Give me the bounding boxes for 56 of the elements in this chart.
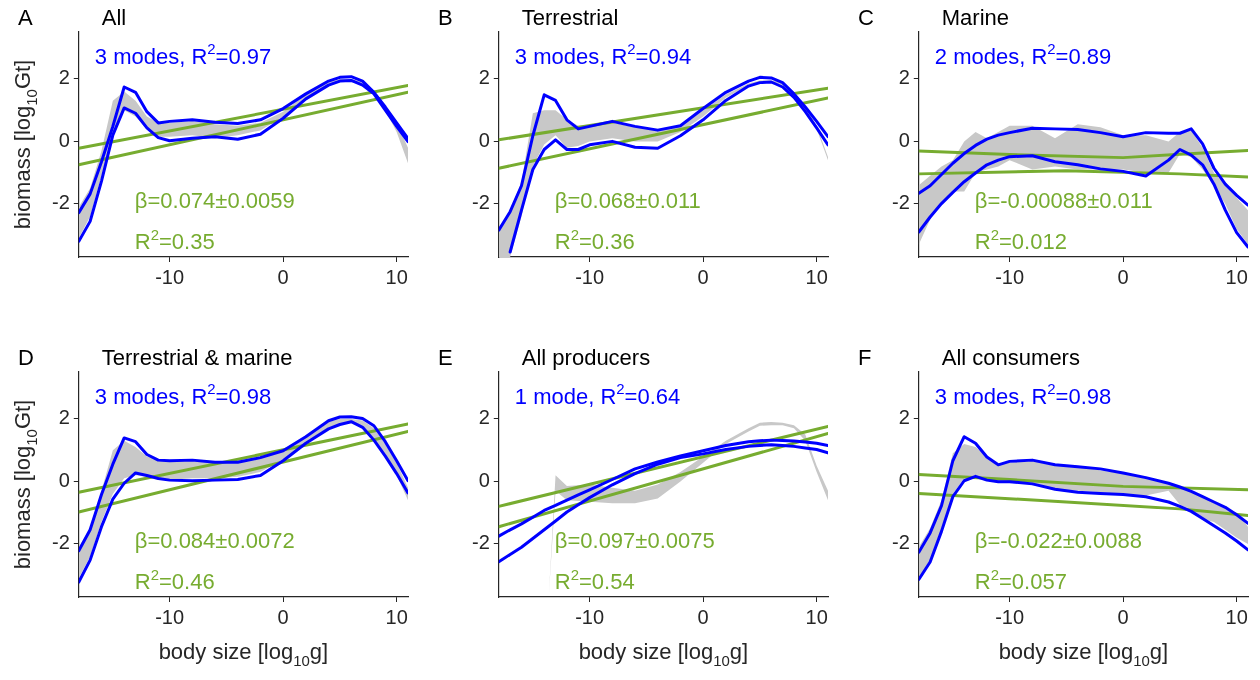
- x-tick-label: 0: [277, 605, 289, 628]
- chart-title: Marine: [941, 5, 1010, 30]
- x-tick-label: -10: [155, 605, 185, 628]
- y-tick-label: 2: [58, 66, 70, 89]
- x-tick-label: -10: [575, 605, 605, 628]
- x-tick-label: 10: [805, 265, 828, 288]
- y-tick-label: 2: [58, 406, 70, 429]
- y-tick-label: -2: [51, 531, 70, 554]
- x-tick-label: 0: [1117, 605, 1129, 628]
- annotation: β=0.068±0.011: [554, 187, 701, 213]
- chart-title: All: [101, 5, 127, 30]
- annotation: β=-0.00088±0.011: [974, 187, 1153, 213]
- x-tick-label: -10: [995, 265, 1025, 288]
- chart-title: All consumers: [941, 345, 1080, 370]
- x-tick-label: -10: [155, 265, 185, 288]
- chart-title: Terrestrial: [521, 5, 619, 30]
- y-tick-label: -2: [891, 191, 910, 214]
- y-tick-label: 0: [478, 468, 490, 491]
- x-tick-label: -10: [575, 265, 605, 288]
- y-tick-label: 0: [58, 128, 70, 151]
- y-tick-label: 2: [478, 66, 490, 89]
- x-tick-label: 10: [385, 265, 408, 288]
- text: E: [438, 345, 453, 370]
- y-axis-title: biomass [log10Gt]: [10, 59, 40, 230]
- x-tick-label: 10: [385, 605, 408, 628]
- x-tick-label: 0: [697, 265, 709, 288]
- x-tick-label: 0: [1117, 265, 1129, 288]
- y-tick-label: -2: [471, 531, 490, 554]
- y-tick-label: 2: [898, 406, 910, 429]
- annotation: β=-0.022±0.0088: [974, 527, 1143, 553]
- x-tick-label: -10: [995, 605, 1025, 628]
- y-tick-label: -2: [471, 191, 490, 214]
- y-tick-label: -2: [891, 531, 910, 554]
- annotation: β=0.074±0.0059: [134, 187, 295, 213]
- text: B: [438, 5, 453, 30]
- y-axis-title: biomass [log10Gt]: [10, 399, 40, 570]
- y-tick-label: 0: [58, 468, 70, 491]
- text: C: [858, 5, 874, 30]
- x-tick-label: 0: [697, 605, 709, 628]
- x-tick-label: 10: [1225, 605, 1248, 628]
- x-tick-label: 10: [1225, 265, 1248, 288]
- text: A: [18, 5, 33, 30]
- x-tick-label: 0: [277, 265, 289, 288]
- x-tick-label: 10: [805, 605, 828, 628]
- y-tick-label: 2: [478, 406, 490, 429]
- chart-title: All producers: [521, 345, 651, 370]
- text: F: [858, 345, 872, 370]
- y-tick-label: 0: [898, 468, 910, 491]
- annotation: β=0.097±0.0075: [554, 527, 715, 553]
- chart-title: Terrestrial & marine: [101, 345, 293, 370]
- y-tick-label: 0: [898, 128, 910, 151]
- annotation: β=0.084±0.0072: [134, 527, 295, 553]
- text: D: [18, 345, 34, 370]
- y-tick-label: 2: [898, 66, 910, 89]
- y-tick-label: 0: [478, 128, 490, 151]
- y-tick-label: -2: [51, 191, 70, 214]
